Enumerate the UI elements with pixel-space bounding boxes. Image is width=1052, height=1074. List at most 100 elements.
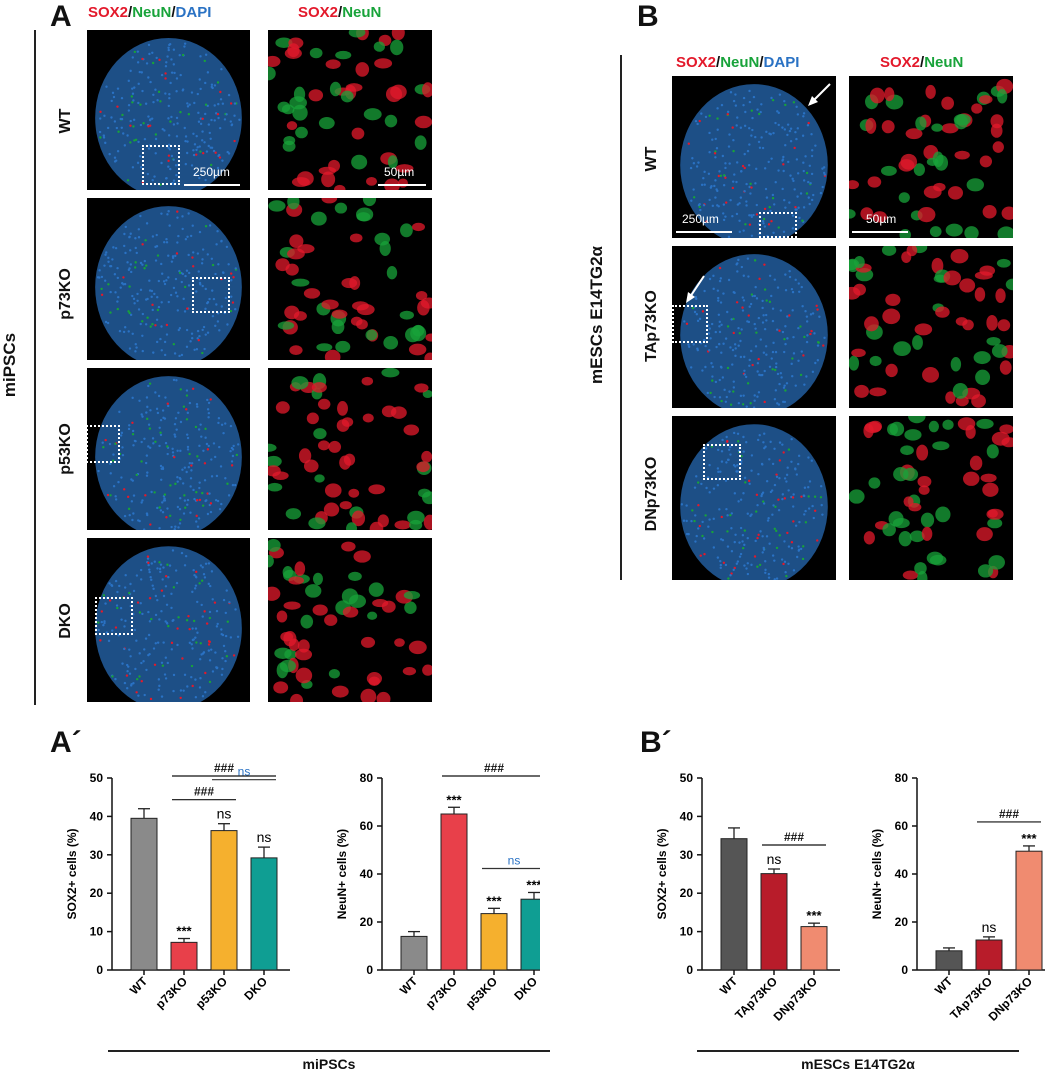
label-neun: NeuN — [132, 4, 172, 21]
header-sox2-neun-b: SOX2/NeuN — [880, 54, 963, 71]
group-underline-b — [697, 1050, 1019, 1052]
y-tick-label: 20 — [680, 886, 694, 900]
label-slash: / — [716, 54, 721, 71]
x-tick-label: p73KO — [423, 974, 460, 1011]
micrograph-b-tap73ko-high — [849, 246, 1013, 408]
group-label-mescs: mESCs E14TG2α — [587, 246, 606, 385]
scale-bar — [378, 184, 426, 186]
label-sox2: SOX2 — [88, 4, 129, 21]
label-neun: NeuN — [720, 54, 760, 71]
label-slash: / — [128, 4, 133, 21]
label-neun: NeuN — [342, 4, 382, 21]
micrograph-texture — [268, 30, 432, 190]
micrograph-b-dnp73ko-low — [672, 416, 836, 580]
y-axis-label: NeuN+ cells (%) — [335, 829, 349, 919]
y-tick-label: 20 — [895, 915, 909, 929]
panel-label-b: B — [637, 0, 659, 33]
bar — [975, 939, 1003, 971]
label-dapi: DAPI — [175, 4, 212, 21]
micrograph-b-dnp73ko-high — [849, 416, 1013, 580]
y-tick-label: 50 — [680, 771, 694, 785]
panel-label-a-prime: A´ — [50, 726, 82, 759]
scale-bar-label: 50µm — [384, 165, 415, 179]
significance-label: *** — [1021, 831, 1037, 846]
comparison-label: ### — [484, 761, 504, 775]
x-tick-label: DKO — [241, 974, 270, 1003]
label-sox2: SOX2 — [676, 54, 717, 71]
y-tick-label: 40 — [680, 809, 694, 823]
bar — [720, 838, 748, 971]
y-axis-label: SOX2+ cells (%) — [65, 828, 79, 919]
header-sox2-neun-dapi-b: SOX2/NeuN/DAPI — [676, 54, 799, 71]
x-tick-label: WT — [397, 974, 421, 998]
row-label-dnp73ko: DNp73KO — [643, 456, 660, 532]
header-sox2-neun-a: SOX2/NeuN — [298, 4, 381, 21]
row-label-wt-a: WT — [57, 108, 74, 134]
y-tick-label: 40 — [90, 809, 104, 823]
x-tick-label: WT — [932, 974, 956, 998]
zoom-box — [759, 212, 797, 238]
x-tick-label: WT — [127, 974, 151, 998]
scale-bar — [676, 231, 732, 233]
micrograph-texture — [680, 424, 828, 580]
bar — [520, 898, 540, 971]
significance-label: ns — [982, 919, 997, 935]
significance-label: *** — [486, 893, 502, 908]
scale-bar-label: 250µm — [682, 212, 719, 226]
comparison-label: ### — [999, 807, 1019, 821]
significance-label: *** — [806, 908, 822, 923]
x-tick-label: WT — [717, 974, 741, 998]
bar — [130, 817, 158, 971]
micrograph-texture — [268, 539, 432, 702]
significance-label: ns — [767, 851, 782, 867]
micrograph-texture — [268, 198, 432, 360]
scale-bar-label: 50µm — [866, 212, 897, 226]
y-tick-label: 0 — [96, 963, 103, 977]
x-tick-label: p53KO — [193, 974, 230, 1011]
panel-label-a: A — [50, 0, 72, 33]
zoom-box — [192, 277, 230, 313]
row-label-p73ko: p73KO — [57, 268, 74, 320]
micrograph-a-p53ko-low — [87, 368, 250, 530]
y-tick-label: 30 — [90, 848, 104, 862]
micrograph-a-wt-high — [268, 30, 432, 190]
bar — [400, 935, 428, 971]
arrow-icon — [686, 275, 705, 303]
comparison-label: ### — [784, 830, 804, 844]
y-tick-label: 50 — [90, 771, 104, 785]
scale-bar — [852, 231, 908, 233]
label-slash: / — [759, 54, 764, 71]
micrograph-a-wt-low — [87, 30, 250, 190]
y-tick-label: 20 — [360, 915, 374, 929]
zoom-box — [86, 425, 120, 463]
micrograph-texture — [849, 78, 1013, 238]
scale-bar-label: 250µm — [193, 165, 230, 179]
label-slash: / — [920, 54, 925, 71]
zoom-box — [703, 444, 741, 480]
bar — [480, 913, 508, 971]
chart-a-neun: 0 20 40 60 80 NeuN+ cells (%) WT p73KO *** p53KO *… — [335, 761, 540, 1011]
label-slash: / — [171, 4, 176, 21]
row-label-p53ko: p53KO — [57, 423, 74, 475]
scale-bar — [184, 184, 240, 186]
x-tick-label: DKO — [511, 974, 540, 1003]
micrograph-b-wt-high — [849, 76, 1013, 238]
group-label-mipscs: miPSCs — [0, 332, 19, 398]
comparison-label: ns — [508, 853, 521, 867]
y-tick-label: 80 — [895, 771, 909, 785]
bar — [800, 926, 828, 971]
group-bracket-b — [620, 55, 622, 580]
significance-label: *** — [176, 924, 192, 939]
row-label-tap73ko: TAp73KO — [643, 290, 660, 362]
comparison-label: ### — [214, 761, 234, 775]
micrograph-a-p73ko-low — [87, 198, 250, 360]
arrow-icon — [808, 83, 831, 106]
bar — [250, 857, 278, 971]
micrograph-texture — [268, 368, 432, 530]
zoom-box — [672, 305, 708, 343]
micrograph-texture — [680, 84, 828, 238]
micrograph-texture — [849, 416, 1013, 580]
y-tick-label: 0 — [366, 963, 373, 977]
